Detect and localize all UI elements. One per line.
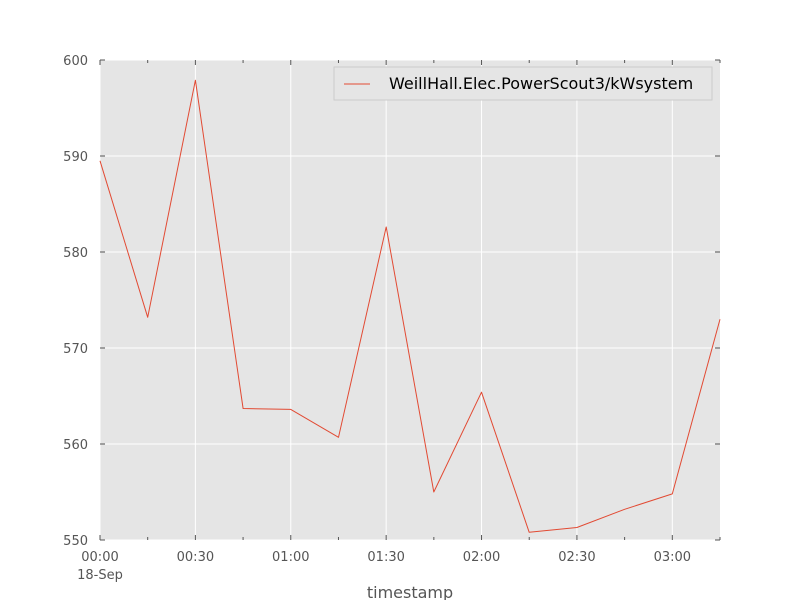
x-tick-label: 01:30 — [367, 550, 404, 565]
y-tick-label: 550 — [63, 534, 88, 549]
data-point — [147, 316, 149, 318]
x-axis-title: timestamp — [367, 583, 453, 600]
y-tick-label: 590 — [63, 150, 88, 165]
x-tick-label: 02:30 — [558, 550, 595, 565]
y-tick-label: 560 — [63, 438, 88, 453]
x-axis: 00:00 00:30 01:00 01:30 02:00 02:30 03:00 — [81, 550, 691, 565]
y-axis: 550 560 570 580 590 600 — [63, 54, 88, 549]
data-point — [671, 493, 673, 495]
y-tick-label: 600 — [63, 54, 88, 69]
y-tick-label: 570 — [63, 342, 88, 357]
legend: WeillHall.Elec.PowerScout3/kWsystem — [333, 66, 713, 101]
data-point — [719, 318, 721, 320]
axis-ticks — [99, 59, 721, 541]
y-tick-label: 580 — [63, 246, 88, 261]
data-point — [194, 79, 196, 81]
grid-lines — [99, 59, 720, 541]
data-point — [242, 407, 244, 409]
data-point — [481, 391, 483, 393]
data-point — [290, 408, 292, 410]
x-axis-date-label: 18-Sep — [77, 568, 123, 583]
data-point — [99, 160, 101, 162]
series-line-0 — [99, 79, 721, 533]
x-tick-label: 02:00 — [463, 550, 500, 565]
legend-box — [333, 66, 713, 101]
legend-label: WeillHall.Elec.PowerScout3/kWsystem — [389, 74, 693, 93]
data-point — [576, 527, 578, 529]
x-tick-label: 03:00 — [654, 550, 691, 565]
x-tick-label: 00:00 — [81, 550, 118, 565]
data-point — [337, 436, 339, 438]
x-tick-label: 01:00 — [272, 550, 309, 565]
plot-background — [100, 60, 720, 540]
x-tick-label: 00:30 — [177, 550, 214, 565]
data-point — [433, 491, 435, 493]
data-point — [385, 226, 387, 228]
data-point — [624, 508, 626, 510]
series-layer — [99, 79, 721, 533]
data-point — [528, 531, 530, 533]
